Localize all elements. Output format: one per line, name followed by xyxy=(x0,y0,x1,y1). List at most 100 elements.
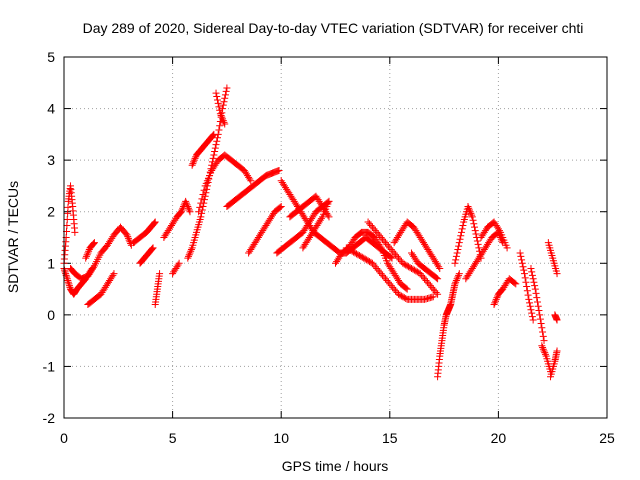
data-point xyxy=(390,249,398,257)
data-point xyxy=(185,206,193,214)
data-point xyxy=(377,270,385,278)
data-point xyxy=(200,186,208,194)
y-tick-label: 3 xyxy=(47,152,55,168)
data-point xyxy=(384,278,392,286)
series-t15 xyxy=(223,166,283,211)
data-point xyxy=(124,233,132,241)
data-point xyxy=(403,285,411,293)
data-point xyxy=(364,257,372,265)
series-t24 xyxy=(390,218,444,272)
data-point xyxy=(216,110,224,118)
data-point xyxy=(209,131,217,139)
data-point xyxy=(187,246,195,254)
data-point xyxy=(534,302,542,310)
data-point xyxy=(212,89,220,97)
data-point xyxy=(538,324,546,332)
x-tick-label: 15 xyxy=(382,430,398,446)
data-point xyxy=(374,266,382,274)
data-point xyxy=(428,283,436,291)
data-point xyxy=(216,106,224,114)
data-point xyxy=(360,254,368,262)
data-point xyxy=(357,252,365,260)
data-point xyxy=(390,285,398,293)
data-point xyxy=(381,275,389,283)
series-t7 xyxy=(136,244,157,267)
data-point xyxy=(215,103,223,111)
data-point xyxy=(523,287,531,295)
series-t29 xyxy=(477,218,511,252)
data-point xyxy=(539,344,547,352)
data-point xyxy=(197,213,205,221)
series-t31 xyxy=(516,249,537,324)
data-point xyxy=(221,120,229,128)
data-point xyxy=(175,259,183,267)
data-point xyxy=(553,347,561,355)
data-point xyxy=(63,221,71,229)
data-point xyxy=(381,239,389,247)
data-point xyxy=(379,235,387,243)
data-point xyxy=(422,276,430,284)
data-point xyxy=(348,247,356,255)
data-point xyxy=(355,252,363,260)
data-point xyxy=(471,227,479,235)
data-point xyxy=(473,237,481,245)
data-point xyxy=(85,247,93,255)
data-point xyxy=(148,245,156,253)
chart-title: Day 289 of 2020, Sidereal Day-to-day VTE… xyxy=(83,20,584,36)
data-point xyxy=(455,271,463,279)
data-point xyxy=(474,240,482,248)
data-point xyxy=(185,252,193,260)
data-point xyxy=(371,263,379,271)
data-point xyxy=(188,161,196,169)
series-t20 xyxy=(299,197,333,252)
data-point xyxy=(396,291,404,299)
data-point xyxy=(393,252,401,260)
data-point xyxy=(434,275,442,283)
data-point xyxy=(178,206,186,214)
data-point xyxy=(511,279,519,287)
data-point xyxy=(189,160,197,168)
series-t23 xyxy=(364,218,442,298)
data-point xyxy=(211,148,219,156)
series-t22 xyxy=(342,244,437,303)
series-t11 xyxy=(184,84,231,262)
data-point xyxy=(387,282,395,290)
data-point xyxy=(197,199,205,207)
data-point xyxy=(110,270,118,278)
data-point xyxy=(498,237,506,245)
series-t4 xyxy=(84,270,118,309)
data-point xyxy=(376,268,384,276)
data-point xyxy=(455,242,463,250)
data-point xyxy=(127,240,135,248)
series-t9 xyxy=(160,197,194,241)
data-point xyxy=(90,240,98,248)
data-point xyxy=(455,239,463,247)
data-point xyxy=(376,232,384,240)
data-point xyxy=(525,295,533,303)
data-point xyxy=(63,275,71,283)
data-point xyxy=(350,248,358,256)
data-point xyxy=(530,278,538,286)
data-point xyxy=(219,105,227,113)
data-point xyxy=(517,252,525,260)
x-tick-label: 5 xyxy=(169,430,177,446)
data-point xyxy=(182,199,190,207)
data-point xyxy=(198,209,206,217)
data-point xyxy=(520,266,528,274)
data-point xyxy=(426,282,434,290)
data-point xyxy=(325,213,333,221)
x-axis-label: GPS time / hours xyxy=(282,458,389,474)
series-t10 xyxy=(169,259,183,278)
data-point xyxy=(324,211,332,219)
data-point xyxy=(83,251,91,259)
x-tick-label: 25 xyxy=(599,430,615,446)
data-point xyxy=(402,284,410,292)
data-point xyxy=(373,228,381,236)
data-point xyxy=(493,294,501,302)
data-point xyxy=(183,201,191,209)
data-point xyxy=(210,130,218,138)
data-point xyxy=(220,118,228,126)
data-point xyxy=(457,232,465,240)
series-t25 xyxy=(408,249,442,283)
data-point xyxy=(184,203,192,211)
